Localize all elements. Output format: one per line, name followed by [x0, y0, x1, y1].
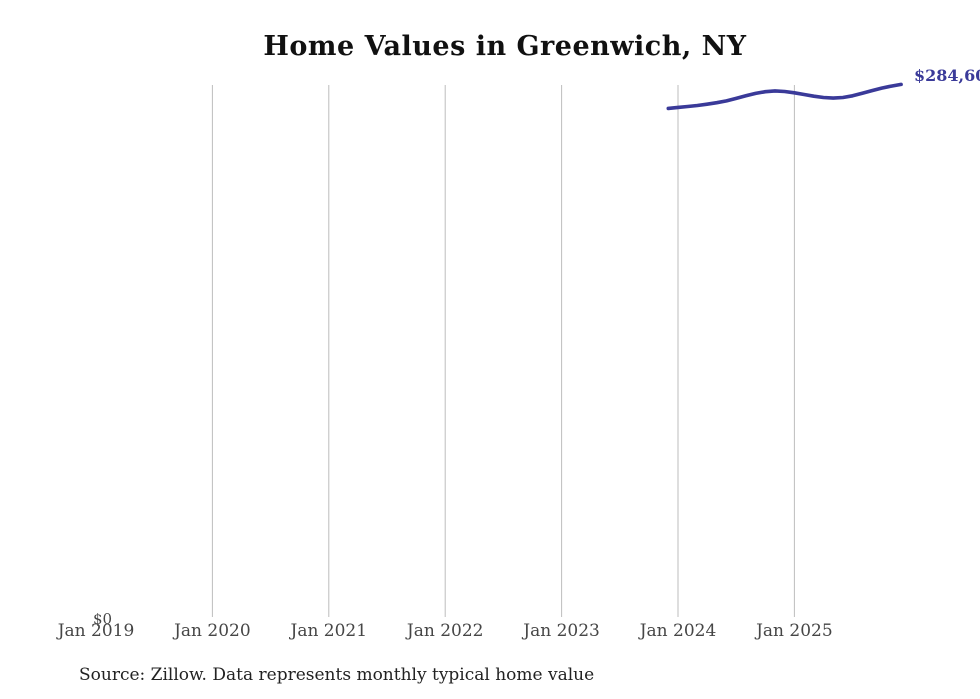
x-axis-label: Jan 2019 [57, 621, 135, 641]
x-axis-label: Jan 2021 [290, 621, 368, 641]
chart-title: Home Values in Greenwich, NY [263, 31, 747, 62]
x-axis-label: Jan 2024 [639, 621, 717, 641]
y-axis-zero-label: $0 [93, 610, 113, 628]
source-note: Source: Zillow. Data represents monthly … [79, 665, 595, 685]
x-axis-label: Jan 2020 [174, 621, 251, 641]
x-axis-label: Jan 2025 [756, 621, 833, 641]
gridlines [211, 85, 795, 617]
end-value-label: $284,600 [914, 66, 980, 85]
x-axis-label: Jan 2022 [406, 621, 484, 641]
x-axis-label: Jan 2023 [523, 621, 600, 641]
home-value-line [666, 82, 903, 111]
